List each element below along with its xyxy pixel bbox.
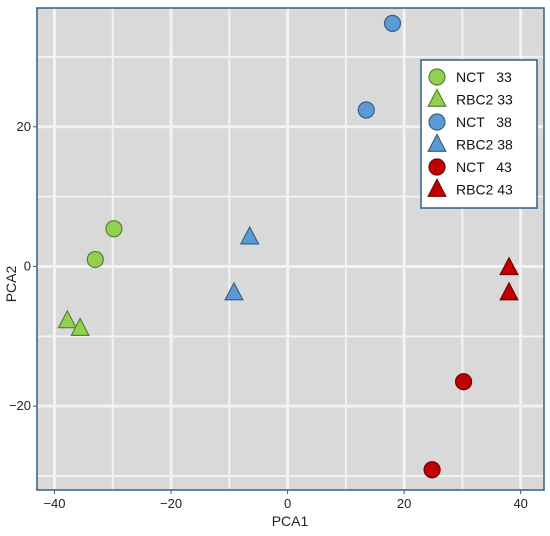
data-point-circle [383,14,402,32]
x-tick-label: 0 [284,496,291,511]
y-tick-label: 0 [24,258,31,273]
x-tick-label: −40 [43,496,65,511]
y-tick-label: −20 [9,398,31,413]
y-axis-ticks: −20 0 20 [9,119,37,413]
y-axis-title: PCA2 [3,266,19,303]
data-point-circle [105,220,123,238]
legend-marker-circle [428,113,446,131]
legend: NCT 33 RBC2 33 NCT 38 RBC2 38 NCT 43 RBC2 43 [420,59,538,209]
data-point-circle [86,250,104,269]
x-tick-label: −20 [160,496,182,511]
legend-marker-circle [428,158,446,176]
data-point-triangle [224,281,244,301]
data-point-circle [454,373,473,391]
x-tick-label: 40 [513,496,527,511]
legend-label: RBC2 43 [456,182,513,198]
data-point-triangle [57,309,78,329]
legend-marker-triangle [427,88,447,107]
legend-label: NCT 38 [456,114,512,130]
data-point-triangle [499,256,519,276]
legend-marker-circle [428,68,446,86]
legend-label: NCT 43 [456,159,512,175]
x-axis-ticks: −40 −20 0 20 40 [43,490,528,511]
x-tick-label: 20 [397,496,411,511]
legend-label: NCT 33 [456,69,512,85]
legend-marker-triangle [427,133,447,152]
legend-label: RBC2 38 [456,137,513,153]
data-points [57,14,519,479]
data-point-circle [423,461,441,479]
data-point-triangle [499,281,519,301]
legend-marker-triangle [427,178,447,197]
legend-label: RBC2 33 [456,92,513,108]
data-point-triangle [70,317,90,336]
data-point-circle [357,101,375,119]
data-point-triangle [239,225,260,245]
plot-frame [36,7,545,491]
y-tick-label: 20 [17,119,31,134]
x-axis-title: PCA1 [272,513,309,529]
